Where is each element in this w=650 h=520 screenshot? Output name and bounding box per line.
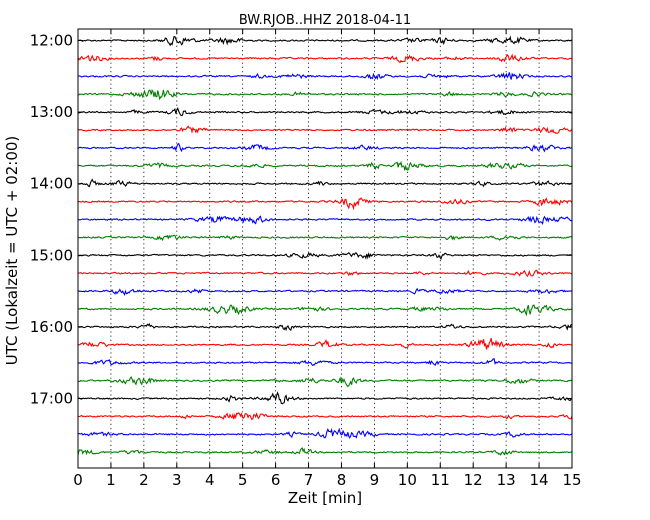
trace-layer bbox=[77, 35, 573, 456]
seismic-trace-1715 bbox=[77, 412, 573, 421]
x-tick-label: 11 bbox=[431, 471, 450, 489]
seismic-trace-1245 bbox=[77, 88, 573, 101]
x-axis-label: Zeit [min] bbox=[288, 489, 362, 507]
seismic-trace-1400 bbox=[77, 178, 573, 188]
seismic-trace-1615 bbox=[77, 338, 573, 350]
seismic-trace-1445 bbox=[77, 234, 573, 242]
seismic-trace-1300 bbox=[77, 106, 573, 116]
seismic-trace-1745 bbox=[77, 447, 573, 456]
chart-title: BW.RJOB..HHZ 2018-04-11 bbox=[239, 13, 411, 28]
seismic-trace-1500 bbox=[78, 251, 573, 261]
seismic-trace-1630 bbox=[78, 357, 573, 367]
y-tick-label: 15:00 bbox=[30, 246, 73, 264]
x-tick-label: 9 bbox=[370, 471, 380, 489]
x-tick-label: 15 bbox=[562, 471, 581, 489]
x-tick-label: 0 bbox=[73, 471, 83, 489]
seismic-trace-1545 bbox=[77, 304, 573, 317]
x-tick-label: 14 bbox=[530, 471, 549, 489]
x-tick-label: 8 bbox=[337, 471, 347, 489]
seismic-trace-1645 bbox=[77, 376, 573, 388]
x-tick-label: 1 bbox=[106, 471, 116, 489]
seismic-trace-1530 bbox=[77, 287, 573, 296]
seismic-trace-1330 bbox=[77, 142, 573, 153]
grid-layer bbox=[110, 29, 540, 468]
seismic-trace-1345 bbox=[77, 160, 573, 171]
seismic-trace-1430 bbox=[77, 215, 573, 225]
x-tick-label: 2 bbox=[139, 471, 149, 489]
seismic-trace-1515 bbox=[77, 269, 573, 278]
plot-frame bbox=[77, 28, 573, 469]
seismic-trace-1600 bbox=[77, 322, 573, 332]
x-tick-label: 13 bbox=[497, 471, 516, 489]
seismic-trace-1415 bbox=[77, 197, 573, 211]
seismic-trace-1730 bbox=[77, 427, 573, 439]
x-tick-label: 7 bbox=[304, 471, 314, 489]
x-tick-label: 10 bbox=[398, 471, 417, 489]
x-tick-label: 4 bbox=[205, 471, 215, 489]
y-tick-label: 16:00 bbox=[30, 318, 73, 336]
seismic-trace-1315 bbox=[77, 125, 573, 134]
seismic-trace-1200 bbox=[77, 35, 573, 47]
tick-layer: 0 1 2 3 4 5 6 7 8 9 10 11 12 13 14 1512:0013:0014:0015:… bbox=[30, 29, 582, 489]
x-tick-label: 3 bbox=[172, 471, 182, 489]
seismic-trace-1700 bbox=[77, 391, 573, 405]
y-tick-label: 13:00 bbox=[30, 103, 73, 121]
y-tick-label: 12:00 bbox=[30, 32, 73, 50]
y-tick-label: 14:00 bbox=[30, 175, 73, 193]
x-tick-label: 12 bbox=[464, 471, 483, 489]
seismic-trace-1215 bbox=[77, 53, 573, 64]
y-tick-label: 17:00 bbox=[30, 390, 73, 408]
x-tick-label: 6 bbox=[271, 471, 281, 489]
seismic-trace-1230 bbox=[77, 72, 573, 81]
x-tick-label: 5 bbox=[238, 471, 248, 489]
y-axis-label: UTC (Lokalzeit = UTC + 02:00) bbox=[3, 136, 21, 366]
